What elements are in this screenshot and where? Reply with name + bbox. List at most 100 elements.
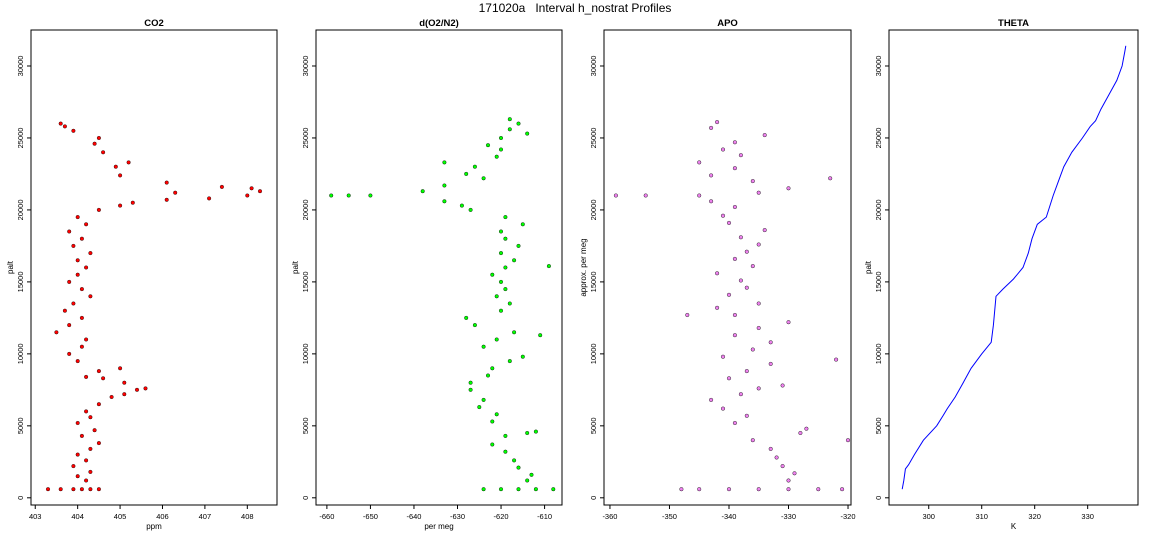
- y-tick-label: 30000: [874, 56, 883, 77]
- data-point: [727, 292, 732, 297]
- data-point: [744, 285, 749, 290]
- data-point: [219, 184, 224, 189]
- data-point: [709, 125, 714, 130]
- data-point: [538, 333, 543, 338]
- x-axis-label: K: [1011, 522, 1017, 531]
- panel-1: CO2 403 404 405 406 407 408 0 5000 10000 15000 2000…: [6, 18, 278, 531]
- x-tick-label: -620: [494, 512, 509, 521]
- data-point: [88, 446, 93, 451]
- y-axis-label: palt: [6, 260, 15, 274]
- data-point: [118, 203, 123, 208]
- x-tick-label: 320: [1028, 512, 1041, 521]
- x-tick-label: -360: [602, 512, 617, 521]
- x-tick-label: -330: [781, 512, 796, 521]
- data-point: [75, 474, 80, 479]
- data-point: [67, 323, 72, 328]
- data-point: [834, 357, 839, 362]
- data-point: [62, 124, 67, 129]
- data-point: [685, 313, 690, 318]
- data-point: [75, 215, 80, 220]
- data-point: [464, 315, 469, 320]
- data-point: [84, 409, 89, 414]
- data-point: [715, 305, 720, 310]
- data-point: [727, 376, 732, 381]
- data-point: [84, 265, 89, 270]
- data-point: [84, 478, 89, 483]
- data-point: [490, 366, 495, 371]
- panel-3: APO -360 -350 -340 -330 -320 0 5000 10000 15000 20…: [579, 18, 856, 521]
- profile-line: [901, 45, 1127, 490]
- data-point: [507, 127, 512, 132]
- data-point: [113, 164, 118, 169]
- y-tick-label: 0: [301, 496, 310, 500]
- data-point: [727, 487, 732, 492]
- data-point: [643, 193, 648, 198]
- x-tick-label: -640: [406, 512, 421, 521]
- y-tick-label: 15000: [301, 271, 310, 292]
- data-point: [840, 487, 845, 492]
- data-point: [709, 199, 714, 204]
- y-axis-label: palt: [291, 260, 300, 274]
- data-point: [481, 344, 486, 349]
- data-point: [732, 204, 737, 209]
- y-tick-label: 10000: [301, 343, 310, 364]
- data-point: [786, 478, 791, 483]
- data-point: [499, 135, 504, 140]
- data-point: [481, 487, 486, 492]
- x-tick-label: 310: [975, 512, 988, 521]
- data-point: [499, 487, 504, 492]
- data-point: [96, 441, 101, 446]
- data-point: [464, 171, 469, 176]
- data-point: [768, 361, 773, 366]
- data-point: [71, 301, 76, 306]
- data-point: [512, 458, 517, 463]
- data-point: [442, 183, 447, 188]
- data-point: [442, 199, 447, 204]
- data-point: [499, 147, 504, 152]
- data-point: [798, 431, 803, 436]
- data-point: [459, 203, 464, 208]
- data-point: [92, 428, 97, 433]
- data-point: [84, 222, 89, 227]
- x-tick-label: -610: [537, 512, 552, 521]
- data-point: [503, 449, 508, 454]
- panel-4: THETA 300 310 320 330 0 5000 10000 15000 20000 250…: [864, 18, 1139, 531]
- data-point: [738, 235, 743, 240]
- x-tick-label: 300: [922, 512, 935, 521]
- plot-frame: [315, 29, 563, 506]
- data-point: [54, 330, 59, 335]
- data-point: [828, 176, 833, 181]
- y-tick-label: 20000: [874, 199, 883, 220]
- data-point: [503, 236, 508, 241]
- data-point: [126, 160, 131, 165]
- data-point: [744, 249, 749, 254]
- data-point: [75, 258, 80, 263]
- data-point: [786, 487, 791, 492]
- data-point: [780, 464, 785, 469]
- data-point: [732, 166, 737, 171]
- data-point: [529, 472, 534, 477]
- data-point: [75, 452, 80, 457]
- y-tick-label: 30000: [301, 56, 310, 77]
- y-tick-label: 5000: [589, 417, 598, 434]
- data-point: [118, 366, 123, 371]
- data-point: [499, 308, 504, 313]
- data-point: [721, 354, 726, 359]
- data-point: [490, 419, 495, 424]
- y-tick-label: 5000: [301, 417, 310, 434]
- data-point: [143, 386, 148, 391]
- data-point: [84, 374, 89, 379]
- data-point: [490, 442, 495, 447]
- data-point: [79, 315, 84, 320]
- data-point: [744, 369, 749, 374]
- y-tick-label: 20000: [589, 199, 598, 220]
- x-tick-label: 406: [156, 512, 169, 521]
- data-point: [738, 392, 743, 397]
- data-point: [786, 320, 791, 325]
- data-point: [520, 354, 525, 359]
- data-point: [88, 251, 93, 256]
- x-tick-label: 405: [114, 512, 127, 521]
- data-point: [546, 264, 551, 269]
- data-point: [792, 471, 797, 476]
- x-tick-label: 407: [199, 512, 212, 521]
